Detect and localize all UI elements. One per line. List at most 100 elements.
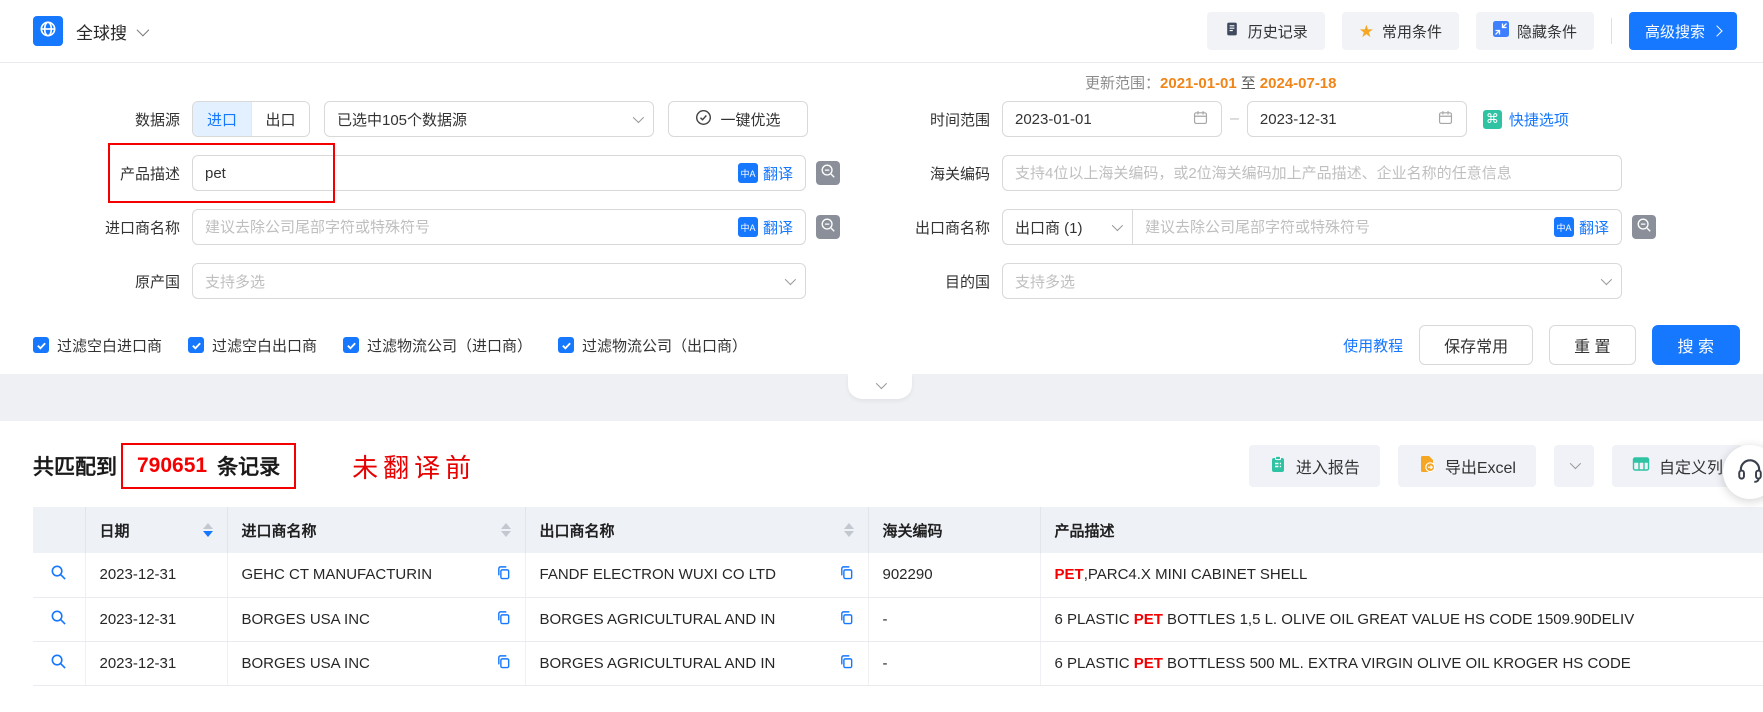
form-actions: 使用教程 保存常用 重 置 搜 索 — [1343, 325, 1763, 365]
topbar-actions: 历史记录 ★ 常用条件 隐藏条件 高级搜索 — [1206, 12, 1737, 50]
chevron-down-icon[interactable] — [136, 23, 150, 36]
magnifier-icon[interactable] — [50, 610, 67, 630]
copy-icon[interactable] — [839, 565, 854, 584]
importer-field[interactable]: 中A 翻译 — [192, 209, 806, 245]
table-row[interactable]: 2023-12-31 BORGES USA INC BORGES AGRICUL… — [33, 597, 1763, 642]
time-range-label: 时间范围 — [929, 111, 990, 129]
dest-country-select[interactable]: 支持多选 — [1002, 263, 1622, 299]
copy-icon[interactable] — [496, 654, 511, 673]
exclude-search-icon — [820, 217, 836, 238]
form-row-countries: 原产国 支持多选 目的国 支持多选 — [0, 263, 1763, 299]
exporter-cell: FANDF ELECTRON WUXI CO LTD — [525, 553, 869, 598]
reset-button[interactable]: 重 置 — [1549, 325, 1636, 365]
sort-date[interactable] — [202, 523, 213, 537]
hs-code-input[interactable] — [1015, 164, 1609, 182]
row-detail-cell — [33, 553, 86, 598]
results-section: 共匹配到 790651 条记录 未翻译前 进入报告 导出Excel — [0, 421, 1763, 686]
header-product-desc: 产品描述 — [1040, 507, 1763, 553]
header-importer: 进口商名称 — [227, 507, 526, 553]
exporter-input[interactable] — [1145, 218, 1554, 236]
checkbox-checked-icon — [188, 337, 205, 353]
results-table-header: 日期 进口商名称 出口商名称 海关编码 — [33, 507, 1763, 553]
form-row-product-desc: 产品描述 中A 翻译 海关编码 — [0, 155, 1763, 191]
filter-logistics-exporter-checkbox[interactable]: 过滤物流公司（出口商） — [558, 335, 747, 356]
date-cell: 2023-12-31 — [85, 641, 228, 686]
translate-icon: 中A — [1553, 217, 1574, 237]
excel-export-icon — [1418, 455, 1436, 478]
quick-options-link[interactable]: ⌘ 快捷选项 — [1482, 109, 1569, 130]
filter-logistics-importer-checkbox[interactable]: 过滤物流公司（进口商） — [343, 335, 532, 356]
check-circle-icon — [695, 109, 712, 130]
translate-button[interactable]: 中A 翻译 — [737, 217, 793, 238]
search-button[interactable]: 搜 索 — [1651, 325, 1740, 365]
translate-button[interactable]: 中A 翻译 — [737, 163, 793, 184]
results-table-body: 2023-12-31 GEHC CT MANUFACTURIN FANDF EL… — [33, 553, 1763, 686]
sort-exporter[interactable] — [843, 523, 854, 537]
collapse-icon — [1492, 21, 1509, 41]
chevron-down-icon — [1111, 219, 1124, 232]
product-desc-cell: 6 PLASTIC PET BOTTLES 1,5 L. OLIVE OIL G… — [1040, 597, 1763, 642]
globe-icon — [38, 19, 58, 44]
importer-input[interactable] — [205, 218, 738, 236]
date-end-field[interactable] — [1246, 101, 1467, 137]
magnifier-icon[interactable] — [50, 565, 67, 585]
exclude-filter-button[interactable] — [1632, 215, 1656, 239]
product-desc-field[interactable]: 中A 翻译 — [192, 155, 806, 191]
product-desc-label: 产品描述 — [119, 165, 180, 183]
exporter-field[interactable]: 中A 翻译 — [1132, 209, 1622, 245]
custom-columns-button[interactable]: 自定义列 — [1611, 445, 1743, 487]
chevron-down-icon — [1600, 273, 1613, 286]
one-click-optimize-button[interactable]: 一键优选 — [668, 101, 808, 137]
exclude-filter-button[interactable] — [816, 215, 840, 239]
export-excel-button[interactable]: 导出Excel — [1397, 445, 1536, 487]
hide-conditions-button[interactable]: 隐藏条件 — [1475, 12, 1594, 50]
magnifier-icon[interactable] — [50, 654, 67, 674]
sort-importer[interactable] — [500, 523, 511, 537]
copy-icon[interactable] — [496, 565, 511, 584]
header-search-column — [33, 507, 86, 553]
product-desc-input[interactable] — [205, 164, 738, 182]
keyword-highlight: PET — [1133, 654, 1163, 672]
favorites-button[interactable]: ★ 常用条件 — [1341, 12, 1459, 50]
table-row[interactable]: 2023-12-31 GEHC CT MANUFACTURIN FANDF EL… — [33, 553, 1763, 598]
date-start-input[interactable] — [1015, 110, 1192, 128]
header-exporter: 出口商名称 — [525, 507, 869, 553]
exclude-search-icon — [1636, 217, 1652, 238]
tab-import[interactable]: 进口 — [193, 102, 251, 136]
chevron-down-icon — [875, 377, 888, 390]
save-common-button[interactable]: 保存常用 — [1419, 325, 1534, 365]
copy-icon[interactable] — [839, 610, 854, 629]
translate-button[interactable]: 中A 翻译 — [1553, 217, 1609, 238]
tutorial-link[interactable]: 使用教程 — [1343, 337, 1404, 355]
exclude-filter-button[interactable] — [816, 161, 840, 185]
enter-report-button[interactable]: 进入报告 — [1248, 445, 1380, 487]
data-source-label: 数据源 — [134, 111, 180, 129]
filter-blank-importer-checkbox[interactable]: 过滤空白进口商 — [33, 335, 162, 356]
translate-icon: 中A — [737, 217, 758, 237]
search-form: 更新范围：2021-01-01 至 2024-07-18 数据源 进口 出口 已选中… — [0, 63, 1763, 374]
support-headset-button[interactable] — [1723, 445, 1763, 499]
form-row-importer: 进口商名称 中A 翻译 出口商名称 出口商 (1) — [0, 209, 1763, 245]
history-button[interactable]: 历史记录 — [1206, 12, 1325, 50]
hs-code-label: 海关编码 — [929, 165, 990, 183]
table-row[interactable]: 2023-12-31 BORGES USA INC BORGES AGRICUL… — [33, 641, 1763, 686]
origin-country-select[interactable]: 支持多选 — [192, 263, 806, 299]
header-date: 日期 — [85, 507, 228, 553]
exporter-cell: BORGES AGRICULTURAL AND IN — [525, 597, 869, 642]
filter-blank-exporter-checkbox[interactable]: 过滤空白出口商 — [188, 335, 317, 356]
untranslated-annotation: 未翻译前 — [352, 453, 477, 484]
exporter-type-select[interactable]: 出口商 (1) — [1002, 209, 1132, 245]
copy-icon[interactable] — [496, 610, 511, 629]
advanced-search-button[interactable]: 高级搜索 — [1628, 12, 1737, 50]
data-source-select[interactable]: 已选中105个数据源 — [324, 101, 654, 137]
arrow-right-icon — [1711, 25, 1723, 37]
date-start-field[interactable] — [1002, 101, 1222, 137]
tab-export[interactable]: 出口 — [251, 102, 309, 136]
copy-icon[interactable] — [839, 654, 854, 673]
date-end-input[interactable] — [1259, 110, 1437, 128]
collapse-form-tab[interactable] — [848, 374, 912, 399]
export-excel-dropdown-button[interactable] — [1553, 445, 1594, 487]
hs-code-field[interactable] — [1002, 155, 1622, 191]
date-cell: 2023-12-31 — [85, 597, 228, 642]
